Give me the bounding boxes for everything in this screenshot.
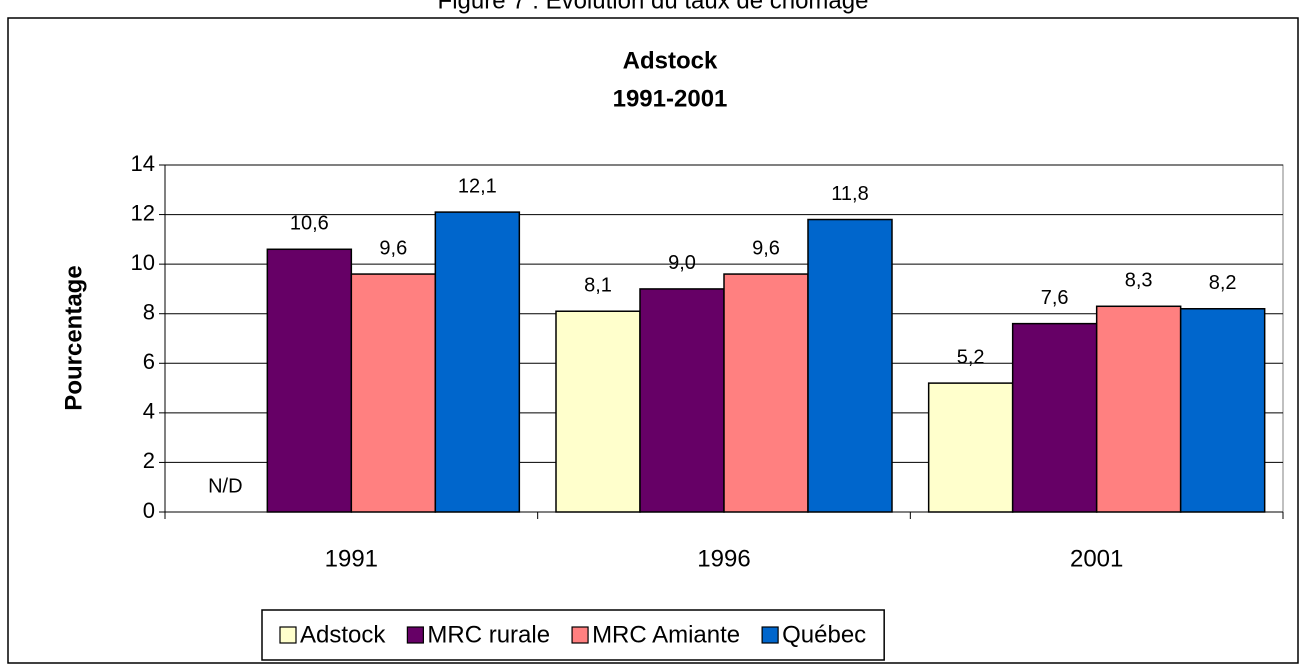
legend-swatch xyxy=(571,626,589,644)
data-label: 8,1 xyxy=(584,275,612,297)
data-label: 9,6 xyxy=(379,237,407,259)
bar xyxy=(723,273,809,513)
y-axis-label: Pourcentage xyxy=(60,265,87,410)
x-tick-label: 1991 xyxy=(325,545,378,572)
bar xyxy=(555,310,641,513)
y-tick-label: 8 xyxy=(143,300,155,325)
legend-swatch xyxy=(406,626,424,644)
bar xyxy=(1011,322,1098,513)
bar xyxy=(1095,305,1182,513)
data-label: 7,6 xyxy=(1041,287,1069,309)
data-label: 9,0 xyxy=(668,252,696,274)
x-tick-label: 2001 xyxy=(1070,545,1123,572)
bar xyxy=(639,288,725,513)
bar xyxy=(434,211,521,513)
legend-swatch xyxy=(761,626,779,644)
legend-label: MRC Amiante xyxy=(592,621,740,648)
data-label: 8,2 xyxy=(1209,272,1237,294)
bar xyxy=(266,248,353,513)
data-label: 9,6 xyxy=(752,237,780,259)
bar xyxy=(350,273,437,513)
data-label: 12,1 xyxy=(458,175,497,197)
y-tick-label: 12 xyxy=(131,200,155,225)
legend-label: MRC rurale xyxy=(427,621,550,648)
bar xyxy=(1179,308,1266,513)
y-tick-label: 14 xyxy=(131,151,155,176)
y-tick-label: 4 xyxy=(143,399,155,424)
figure-title: Figure 7 : Évolution du taux de chômage xyxy=(438,0,869,14)
y-tick-label: 10 xyxy=(131,250,155,275)
y-tick-label: 0 xyxy=(143,498,155,523)
bar xyxy=(807,218,893,513)
chart-subtitle: 1991-2001 xyxy=(613,85,728,112)
data-label: 10,6 xyxy=(290,213,329,235)
data-label: 11,8 xyxy=(831,183,868,205)
legend-label: Québec xyxy=(782,621,866,648)
bar xyxy=(927,382,1014,513)
data-label: 8,3 xyxy=(1125,270,1153,292)
y-tick-label: 2 xyxy=(143,448,155,473)
chart-title: Adstock xyxy=(623,47,718,74)
legend-swatch xyxy=(279,626,297,644)
x-tick-label: 1996 xyxy=(697,545,750,572)
data-label: N/D xyxy=(208,475,242,497)
legend-label: Adstock xyxy=(300,621,386,648)
y-tick-label: 6 xyxy=(143,349,155,374)
data-label: 5,2 xyxy=(957,346,985,368)
